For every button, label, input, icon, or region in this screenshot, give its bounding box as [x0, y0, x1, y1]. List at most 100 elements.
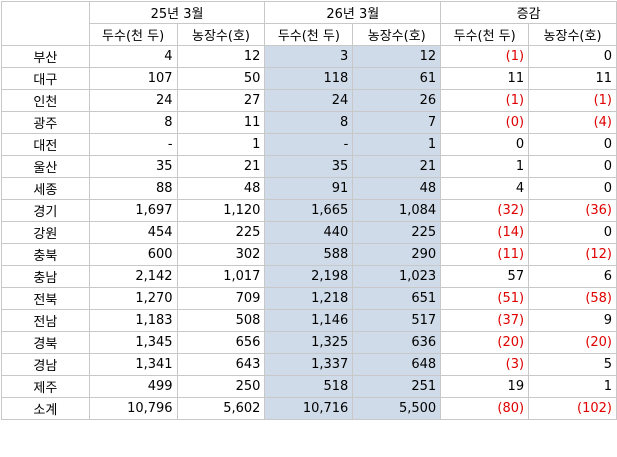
cell-heads-change: 19	[440, 375, 530, 398]
region-label: 대전	[1, 133, 90, 156]
region-label: 전남	[1, 309, 90, 332]
table-row: 경기 1,697 1,120 1,665 1,084 (32) (36)	[1, 199, 617, 222]
cell-farms-change: 11	[528, 67, 617, 90]
subheader-heads-2025: 두수(천 두)	[88, 23, 178, 46]
cell-heads-2026: 2,198	[264, 265, 354, 288]
table-row: 제주 499 250 518 251 19 1	[1, 375, 617, 398]
header-row-subcolumns: 두수(천 두) 농장수(호) 두수(천 두) 농장수(호) 두수(천 두) 농장…	[2, 23, 617, 46]
cell-heads-change: (11)	[440, 243, 530, 266]
cell-heads-2025: 10,796	[88, 397, 178, 420]
table-row: 전남 1,183 508 1,146 517 (37) 9	[1, 309, 617, 332]
cell-farms-change: 0	[528, 155, 617, 178]
cell-heads-2026: 1,337	[264, 353, 354, 376]
table-row: 세종 88 48 91 48 4 0	[1, 177, 617, 200]
cell-heads-2026: 1,146	[264, 309, 354, 332]
cell-heads-change: (32)	[440, 199, 530, 222]
cell-farms-2025: 643	[176, 353, 266, 376]
cell-heads-change: (80)	[440, 397, 530, 420]
cell-farms-2026: 251	[352, 375, 442, 398]
cell-heads-2025: 454	[88, 221, 178, 244]
cell-heads-2025: 499	[88, 375, 178, 398]
cell-heads-change: (14)	[440, 221, 530, 244]
region-label: 경북	[1, 331, 90, 354]
cell-farms-2026: 21	[352, 155, 442, 178]
cell-heads-2026: 440	[264, 221, 354, 244]
cell-farms-2025: 1	[176, 133, 266, 156]
cell-farms-change: 0	[528, 177, 617, 200]
cell-farms-2026: 225	[352, 221, 442, 244]
region-label: 광주	[1, 111, 90, 134]
table-row: 충북 600 302 588 290 (11) (12)	[1, 243, 617, 266]
cell-heads-2025: -	[88, 133, 178, 156]
subheader-heads-2026: 두수(천 두)	[264, 23, 354, 46]
region-label: 대구	[1, 67, 90, 90]
cell-heads-change: 11	[440, 67, 530, 90]
cell-farms-2026: 636	[352, 331, 442, 354]
cell-farms-2026: 48	[352, 177, 442, 200]
region-label: 충북	[1, 243, 90, 266]
cell-farms-change: 0	[528, 221, 617, 244]
cell-heads-change: (20)	[440, 331, 530, 354]
region-label: 경남	[1, 353, 90, 376]
cell-heads-change: 0	[440, 133, 530, 156]
cell-farms-change: (102)	[528, 397, 617, 420]
hog-census-table: 25년 3월 26년 3월 증감 두수(천 두) 농장수(호) 두수(천 두) …	[1, 1, 617, 420]
cell-heads-change: (51)	[440, 287, 530, 310]
cell-heads-change: (0)	[440, 111, 530, 134]
table-row: 인천 24 27 24 26 (1) (1)	[1, 89, 617, 112]
subheader-heads-change: 두수(천 두)	[440, 23, 530, 46]
table-row: 전북 1,270 709 1,218 651 (51) (58)	[1, 287, 617, 310]
cell-farms-2025: 225	[176, 221, 266, 244]
cell-farms-2026: 1	[352, 133, 442, 156]
cell-heads-change: 57	[440, 265, 530, 288]
cell-heads-2025: 24	[88, 89, 178, 112]
region-label: 충남	[1, 265, 90, 288]
cell-farms-2025: 250	[176, 375, 266, 398]
table-row: 충남 2,142 1,017 2,198 1,023 57 6	[1, 265, 617, 288]
header-row-groups: 25년 3월 26년 3월 증감	[1, 1, 617, 46]
table-row: 대구 107 50 118 61 11 11	[1, 67, 617, 90]
cell-heads-2025: 2,142	[88, 265, 178, 288]
region-label: 제주	[1, 375, 90, 398]
cell-farms-2026: 26	[352, 89, 442, 112]
cell-farms-2025: 656	[176, 331, 266, 354]
region-label: 경기	[1, 199, 90, 222]
cell-heads-2025: 600	[88, 243, 178, 266]
table-row: 강원 454 225 440 225 (14) 0	[1, 221, 617, 244]
cell-heads-2026: 35	[264, 155, 354, 178]
cell-heads-change: 4	[440, 177, 530, 200]
cell-heads-2025: 4	[88, 45, 178, 68]
table-row: 울산 35 21 35 21 1 0	[1, 155, 617, 178]
region-label: 울산	[1, 155, 90, 178]
cell-farms-2025: 709	[176, 287, 266, 310]
cell-farms-2026: 61	[352, 67, 442, 90]
cell-heads-2026: 3	[264, 45, 354, 68]
table-row: 경남 1,341 643 1,337 648 (3) 5	[1, 353, 617, 376]
cell-heads-change: (1)	[440, 45, 530, 68]
cell-heads-2026: 1,325	[264, 331, 354, 354]
cell-farms-2026: 651	[352, 287, 442, 310]
region-label: 세종	[1, 177, 90, 200]
cell-farms-change: 1	[528, 375, 617, 398]
cell-heads-2026: 1,665	[264, 199, 354, 222]
cell-heads-2025: 88	[88, 177, 178, 200]
region-label: 강원	[1, 221, 90, 244]
table-body: 부산 4 12 3 12 (1) 0 대구 107 50 118 61 11 11 인천 24 27 24 26 (1…	[1, 45, 617, 420]
cell-heads-change: (3)	[440, 353, 530, 376]
region-label: 소계	[1, 397, 90, 420]
cell-farms-2025: 302	[176, 243, 266, 266]
cell-farms-2026: 1,084	[352, 199, 442, 222]
cell-heads-2025: 8	[88, 111, 178, 134]
cell-heads-change: (37)	[440, 309, 530, 332]
cell-heads-2025: 1,341	[88, 353, 178, 376]
cell-farms-2026: 290	[352, 243, 442, 266]
region-label: 부산	[1, 45, 90, 68]
cell-farms-change: (1)	[528, 89, 617, 112]
cell-heads-2025: 1,270	[88, 287, 178, 310]
cell-farms-change: 6	[528, 265, 617, 288]
cell-farms-2026: 7	[352, 111, 442, 134]
header-2026-march: 26년 3월	[264, 1, 442, 24]
cell-heads-2025: 35	[88, 155, 178, 178]
cell-farms-change: 0	[528, 133, 617, 156]
cell-farms-change: 0	[528, 45, 617, 68]
